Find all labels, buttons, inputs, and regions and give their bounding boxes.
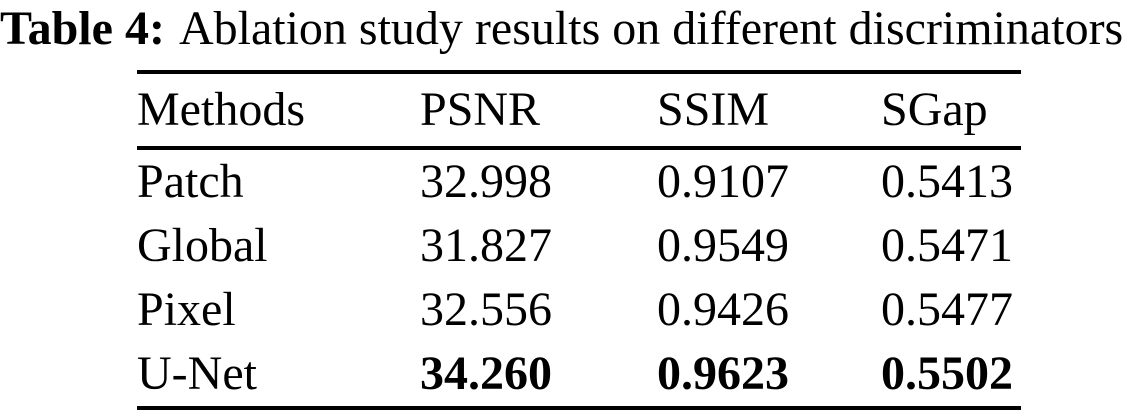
ssim-cell: 0.9623 [657,342,881,410]
table-row-global: Global 31.827 0.9549 0.5471 [137,214,1021,278]
ssim-cell: 0.9107 [657,155,789,208]
psnr-cell: 34.260 [420,342,657,410]
method-cell: Patch [137,155,244,208]
sgap-cell: 0.5477 [881,283,1013,336]
column-header-ssim: SSIM [657,70,881,150]
sgap-cell: 0.5502 [881,342,1021,410]
table-row-unet: U-Net 34.260 0.9623 0.5502 [137,342,1021,410]
table-caption-label: Table 4: [0,2,165,55]
method-cell: U-Net [137,342,420,410]
table-caption-text: Ablation study results on different disc… [178,2,1124,55]
header-row: Methods PSNR SSIM SGap [137,70,1021,150]
column-header-methods: Methods [137,70,420,150]
ssim-cell: 0.9426 [657,283,789,336]
method-cell: Pixel [137,283,236,336]
column-header-sgap: SGap [881,70,1021,150]
psnr-cell: 32.556 [420,283,552,336]
method-cell: Global [137,219,268,272]
table-header: Methods PSNR SSIM SGap [137,70,1021,150]
table-row-patch: Patch 32.998 0.9107 0.5413 [137,148,1021,214]
table-body: Patch 32.998 0.9107 0.5413 Global 31.827… [137,148,1021,410]
ablation-results-table: Methods PSNR SSIM SGap Patch 32.998 0.91… [137,70,1021,410]
table-row-pixel: Pixel 32.556 0.9426 0.5477 [137,278,1021,342]
table-caption: Table 4: Ablation study results on differ… [0,0,1142,58]
ssim-cell: 0.9549 [657,219,789,272]
sgap-cell: 0.5471 [881,219,1013,272]
sgap-cell: 0.5413 [881,155,1013,208]
psnr-cell: 32.998 [420,155,552,208]
psnr-cell: 31.827 [420,219,552,272]
column-header-psnr: PSNR [420,70,657,150]
